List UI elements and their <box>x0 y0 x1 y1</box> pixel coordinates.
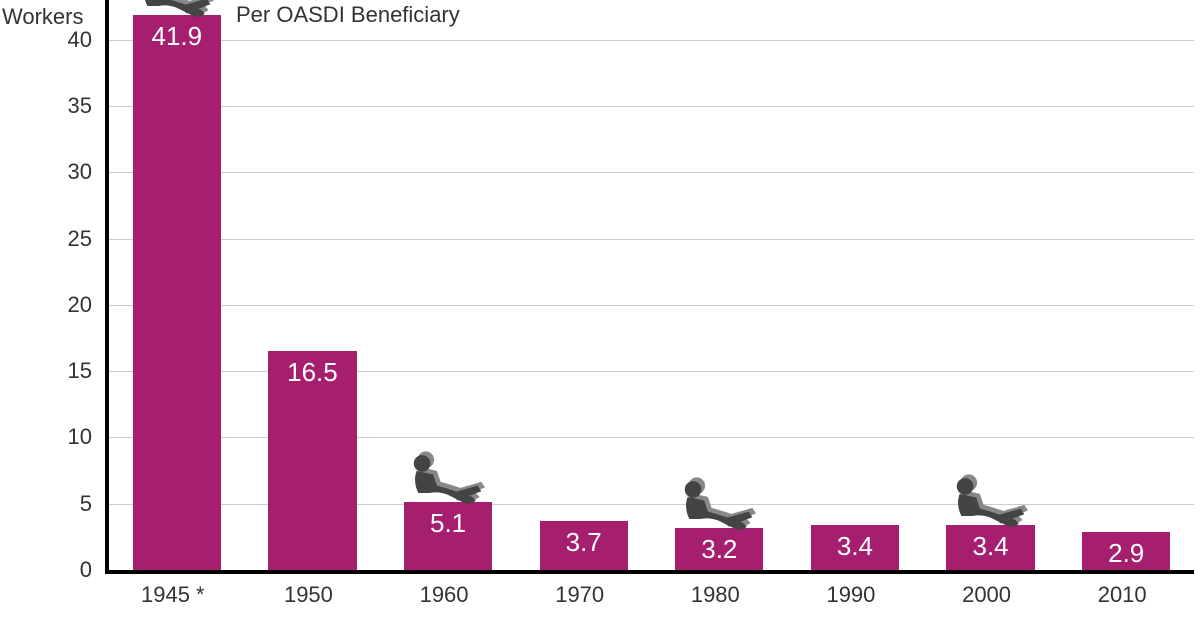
bar: 3.2 <box>675 528 763 570</box>
reclining-person-icon <box>131 0 224 19</box>
bar-value-label: 3.4 <box>837 531 873 562</box>
x-tick-label: 1960 <box>420 582 469 608</box>
x-tick-label: 1950 <box>284 582 333 608</box>
x-tick-label: 2010 <box>1098 582 1147 608</box>
y-tick-label: 15 <box>68 358 100 384</box>
y-tick-label: 20 <box>68 292 100 318</box>
plot-area: 41.9 16.5 5.1 3.7 3.2 3.4 3.4 <box>105 0 1194 574</box>
x-tick-label: 1970 <box>555 582 604 608</box>
y-tick-label: 10 <box>68 424 100 450</box>
reclining-person-icon <box>944 473 1037 529</box>
bar: 2.9 <box>1082 532 1170 570</box>
x-axis-labels: 1945 * 1950 1960 1970 1980 1990 2000 2010 <box>105 582 1190 622</box>
bar-value-label: 3.2 <box>701 534 737 565</box>
bar-value-label: 2.9 <box>1108 538 1144 569</box>
bar-value-label: 5.1 <box>430 508 466 539</box>
workers-per-beneficiary-chart: Workers Per OASDI Beneficiary 41.9 16.55… <box>0 0 1200 630</box>
bar-value-label: 3.4 <box>972 531 1008 562</box>
reclining-person-icon <box>402 451 495 507</box>
bar-value-label: 16.5 <box>287 357 338 388</box>
y-tick-label: 35 <box>68 93 100 119</box>
x-tick-label: 1990 <box>826 582 875 608</box>
bar-value-label: 3.7 <box>566 527 602 558</box>
bar: 41.9 <box>133 15 221 570</box>
reclining-person-icon <box>673 476 766 532</box>
bars-container: 41.9 16.5 5.1 3.7 3.2 3.4 3.4 <box>109 0 1194 570</box>
y-tick-label: 30 <box>68 159 100 185</box>
y-tick-label: 40 <box>68 27 100 53</box>
bar: 16.5 <box>268 351 356 570</box>
bar: 3.7 <box>540 521 628 570</box>
bar-value-label: 41.9 <box>152 21 203 52</box>
bar: 5.1 <box>404 502 492 570</box>
x-tick-label: 2000 <box>962 582 1011 608</box>
bar: 3.4 <box>811 525 899 570</box>
y-tick-label: 25 <box>68 226 100 252</box>
x-tick-label: 1980 <box>691 582 740 608</box>
y-tick-label: 0 <box>80 557 100 583</box>
x-tick-label: 1945 * <box>141 582 205 608</box>
y-tick-label: 5 <box>80 491 100 517</box>
bar: 3.4 <box>946 525 1034 570</box>
